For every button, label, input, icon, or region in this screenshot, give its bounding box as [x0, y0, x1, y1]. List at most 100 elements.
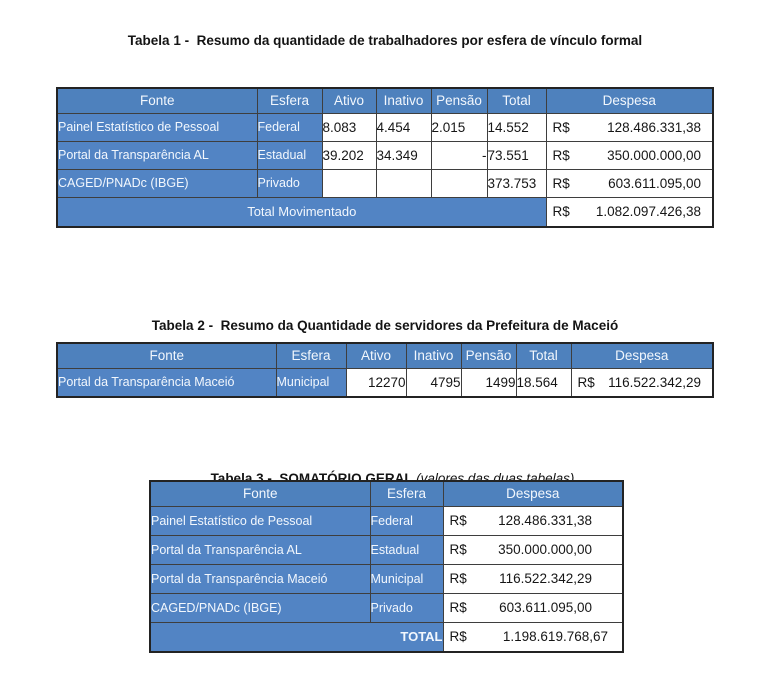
table-row: Portal da Transparência Maceió Municipal… [149, 563, 624, 594]
cell-ativo: 8.083 [321, 112, 377, 142]
currency-symbol: R$ [552, 147, 570, 163]
currency-amount: 350.000.000,00 [607, 147, 701, 163]
cell-fonte: Portal da Transparência AL [56, 140, 258, 170]
column-header-inativo: Inativo [375, 87, 432, 114]
column-header-esfera: Esfera [256, 87, 323, 114]
cell-despesa: R$ 350.000.000,00 [442, 534, 624, 565]
currency-amount: 128.486.331,38 [498, 513, 592, 528]
cell-fonte: Portal da Transparência Maceió [56, 367, 277, 398]
cell-despesa: R$ 128.486.331,38 [545, 112, 714, 142]
cell-esfera: Privado [256, 168, 323, 198]
currency-amount: 128.486.331,38 [607, 119, 701, 135]
currency-symbol: R$ [552, 204, 570, 220]
table2-header-row: Fonte Esfera Ativo Inativo Pensão Total … [56, 342, 714, 369]
cell-inativo [375, 168, 432, 198]
cell-pensao: - [430, 140, 488, 170]
cell-despesa: R$ 116.522.342,29 [442, 563, 624, 594]
table3-header-row: Fonte Esfera Despesa [149, 480, 624, 507]
currency-symbol: R$ [577, 374, 595, 390]
cell-fonte: Painel Estatístico de Pessoal [56, 112, 258, 142]
cell-despesa: R$ 350.000.000,00 [545, 140, 714, 170]
column-header-fonte: Fonte [56, 87, 258, 114]
column-header-total: Total [515, 342, 572, 369]
table3-total-row: TOTAL R$ 1.198.619.768,67 [149, 621, 624, 653]
cell-despesa: R$ 603.611.095,00 [545, 168, 714, 198]
column-header-despesa: Despesa [545, 87, 714, 114]
currency-amount: 1.198.619.768,67 [502, 629, 608, 645]
column-header-fonte: Fonte [56, 342, 277, 369]
column-header-ativo: Ativo [345, 342, 407, 369]
currency-symbol: R$ [449, 542, 467, 557]
cell-esfera: Privado [369, 592, 444, 623]
cell-despesa-total: R$ 1.198.619.768,67 [442, 621, 624, 653]
cell-esfera: Estadual [369, 534, 444, 565]
cell-despesa: R$ 128.486.331,38 [442, 505, 624, 536]
column-header-pensao: Pensão [430, 87, 488, 114]
table1-title: Tabela 1 - Resumo da quantidade de traba… [127, 33, 643, 48]
currency-amount: 116.522.342,29 [499, 571, 592, 586]
column-header-inativo: Inativo [405, 342, 462, 369]
table-row: Portal da Transparência Maceió Municipal… [56, 367, 714, 398]
cell-ativo: 39.202 [321, 140, 377, 170]
column-header-pensao: Pensão [460, 342, 517, 369]
table1-header-row: Fonte Esfera Ativo Inativo Pensão Total … [56, 87, 714, 114]
column-header-fonte: Fonte [149, 480, 371, 507]
table-row: Painel Estatístico de Pessoal Federal 8.… [56, 112, 714, 142]
cell-pensao: 2.015 [430, 112, 488, 142]
cell-total: 373.753 [486, 168, 547, 198]
column-header-despesa: Despesa [570, 342, 714, 369]
table-row: CAGED/PNADc (IBGE) Privado 373.753 R$ 603… [56, 168, 714, 198]
currency-symbol: R$ [552, 119, 570, 135]
currency-amount: 603.611.095,00 [499, 600, 592, 615]
cell-esfera: Municipal [275, 367, 347, 398]
cell-pensao [430, 168, 488, 198]
currency-symbol: R$ [552, 175, 570, 191]
cell-inativo: 4795 [405, 367, 462, 398]
table-row: Portal da Transparência AL Estadual 39.2… [56, 140, 714, 170]
cell-pensao: 1499 [460, 367, 517, 398]
cell-despesa-total: R$ 1.082.097.426,38 [545, 196, 714, 228]
cell-fonte: Painel Estatístico de Pessoal [149, 505, 371, 536]
cell-fonte: CAGED/PNADc (IBGE) [56, 168, 258, 198]
column-header-esfera: Esfera [369, 480, 444, 507]
table1-total-row: Total Movimentado R$ 1.082.097.426,38 [56, 196, 714, 228]
cell-despesa: R$ 603.611.095,00 [442, 592, 624, 623]
currency-amount: 1.082.097.426,38 [595, 204, 701, 220]
column-header-ativo: Ativo [321, 87, 377, 114]
cell-esfera: Federal [256, 112, 323, 142]
currency-symbol: R$ [449, 600, 467, 615]
column-header-despesa: Despesa [442, 480, 624, 507]
currency-symbol: R$ [449, 513, 467, 528]
currency-amount: 603.611.095,00 [608, 175, 701, 191]
cell-inativo: 34.349 [375, 140, 432, 170]
cell-ativo: 12270 [345, 367, 407, 398]
table1: Fonte Esfera Ativo Inativo Pensão Total … [56, 87, 714, 228]
currency-symbol: R$ [449, 571, 467, 586]
cell-fonte: CAGED/PNADc (IBGE) [149, 592, 371, 623]
column-header-esfera: Esfera [275, 342, 347, 369]
cell-esfera: Municipal [369, 563, 444, 594]
table2-title: Tabela 2 - Resumo da Quantidade de servi… [151, 318, 619, 333]
table2: Fonte Esfera Ativo Inativo Pensão Total … [56, 342, 714, 398]
cell-fonte: Portal da Transparência Maceió [149, 563, 371, 594]
cell-total: 14.552 [486, 112, 547, 142]
cell-total: 73.551 [486, 140, 547, 170]
currency-amount: 350.000.000,00 [498, 542, 592, 557]
cell-esfera: Estadual [256, 140, 323, 170]
table-row: Painel Estatístico de Pessoal Federal R$… [149, 505, 624, 536]
cell-esfera: Federal [369, 505, 444, 536]
table3: Fonte Esfera Despesa Painel Estatístico … [149, 480, 624, 653]
cell-inativo: 4.454 [375, 112, 432, 142]
cell-ativo [321, 168, 377, 198]
cell-fonte: Portal da Transparência AL [149, 534, 371, 565]
table-row: Portal da Transparência AL Estadual R$ 35… [149, 534, 624, 565]
cell-despesa: R$ 116.522.342,29 [570, 367, 714, 398]
column-header-total: Total [486, 87, 547, 114]
cell-total: 18.564 [515, 367, 572, 398]
currency-symbol: R$ [449, 629, 467, 645]
table-row: CAGED/PNADc (IBGE) Privado R$ 603.611.095… [149, 592, 624, 623]
total-label: TOTAL [149, 621, 444, 653]
currency-amount: 116.522.342,29 [608, 374, 701, 390]
total-movimentado-label: Total Movimentado [56, 196, 547, 228]
